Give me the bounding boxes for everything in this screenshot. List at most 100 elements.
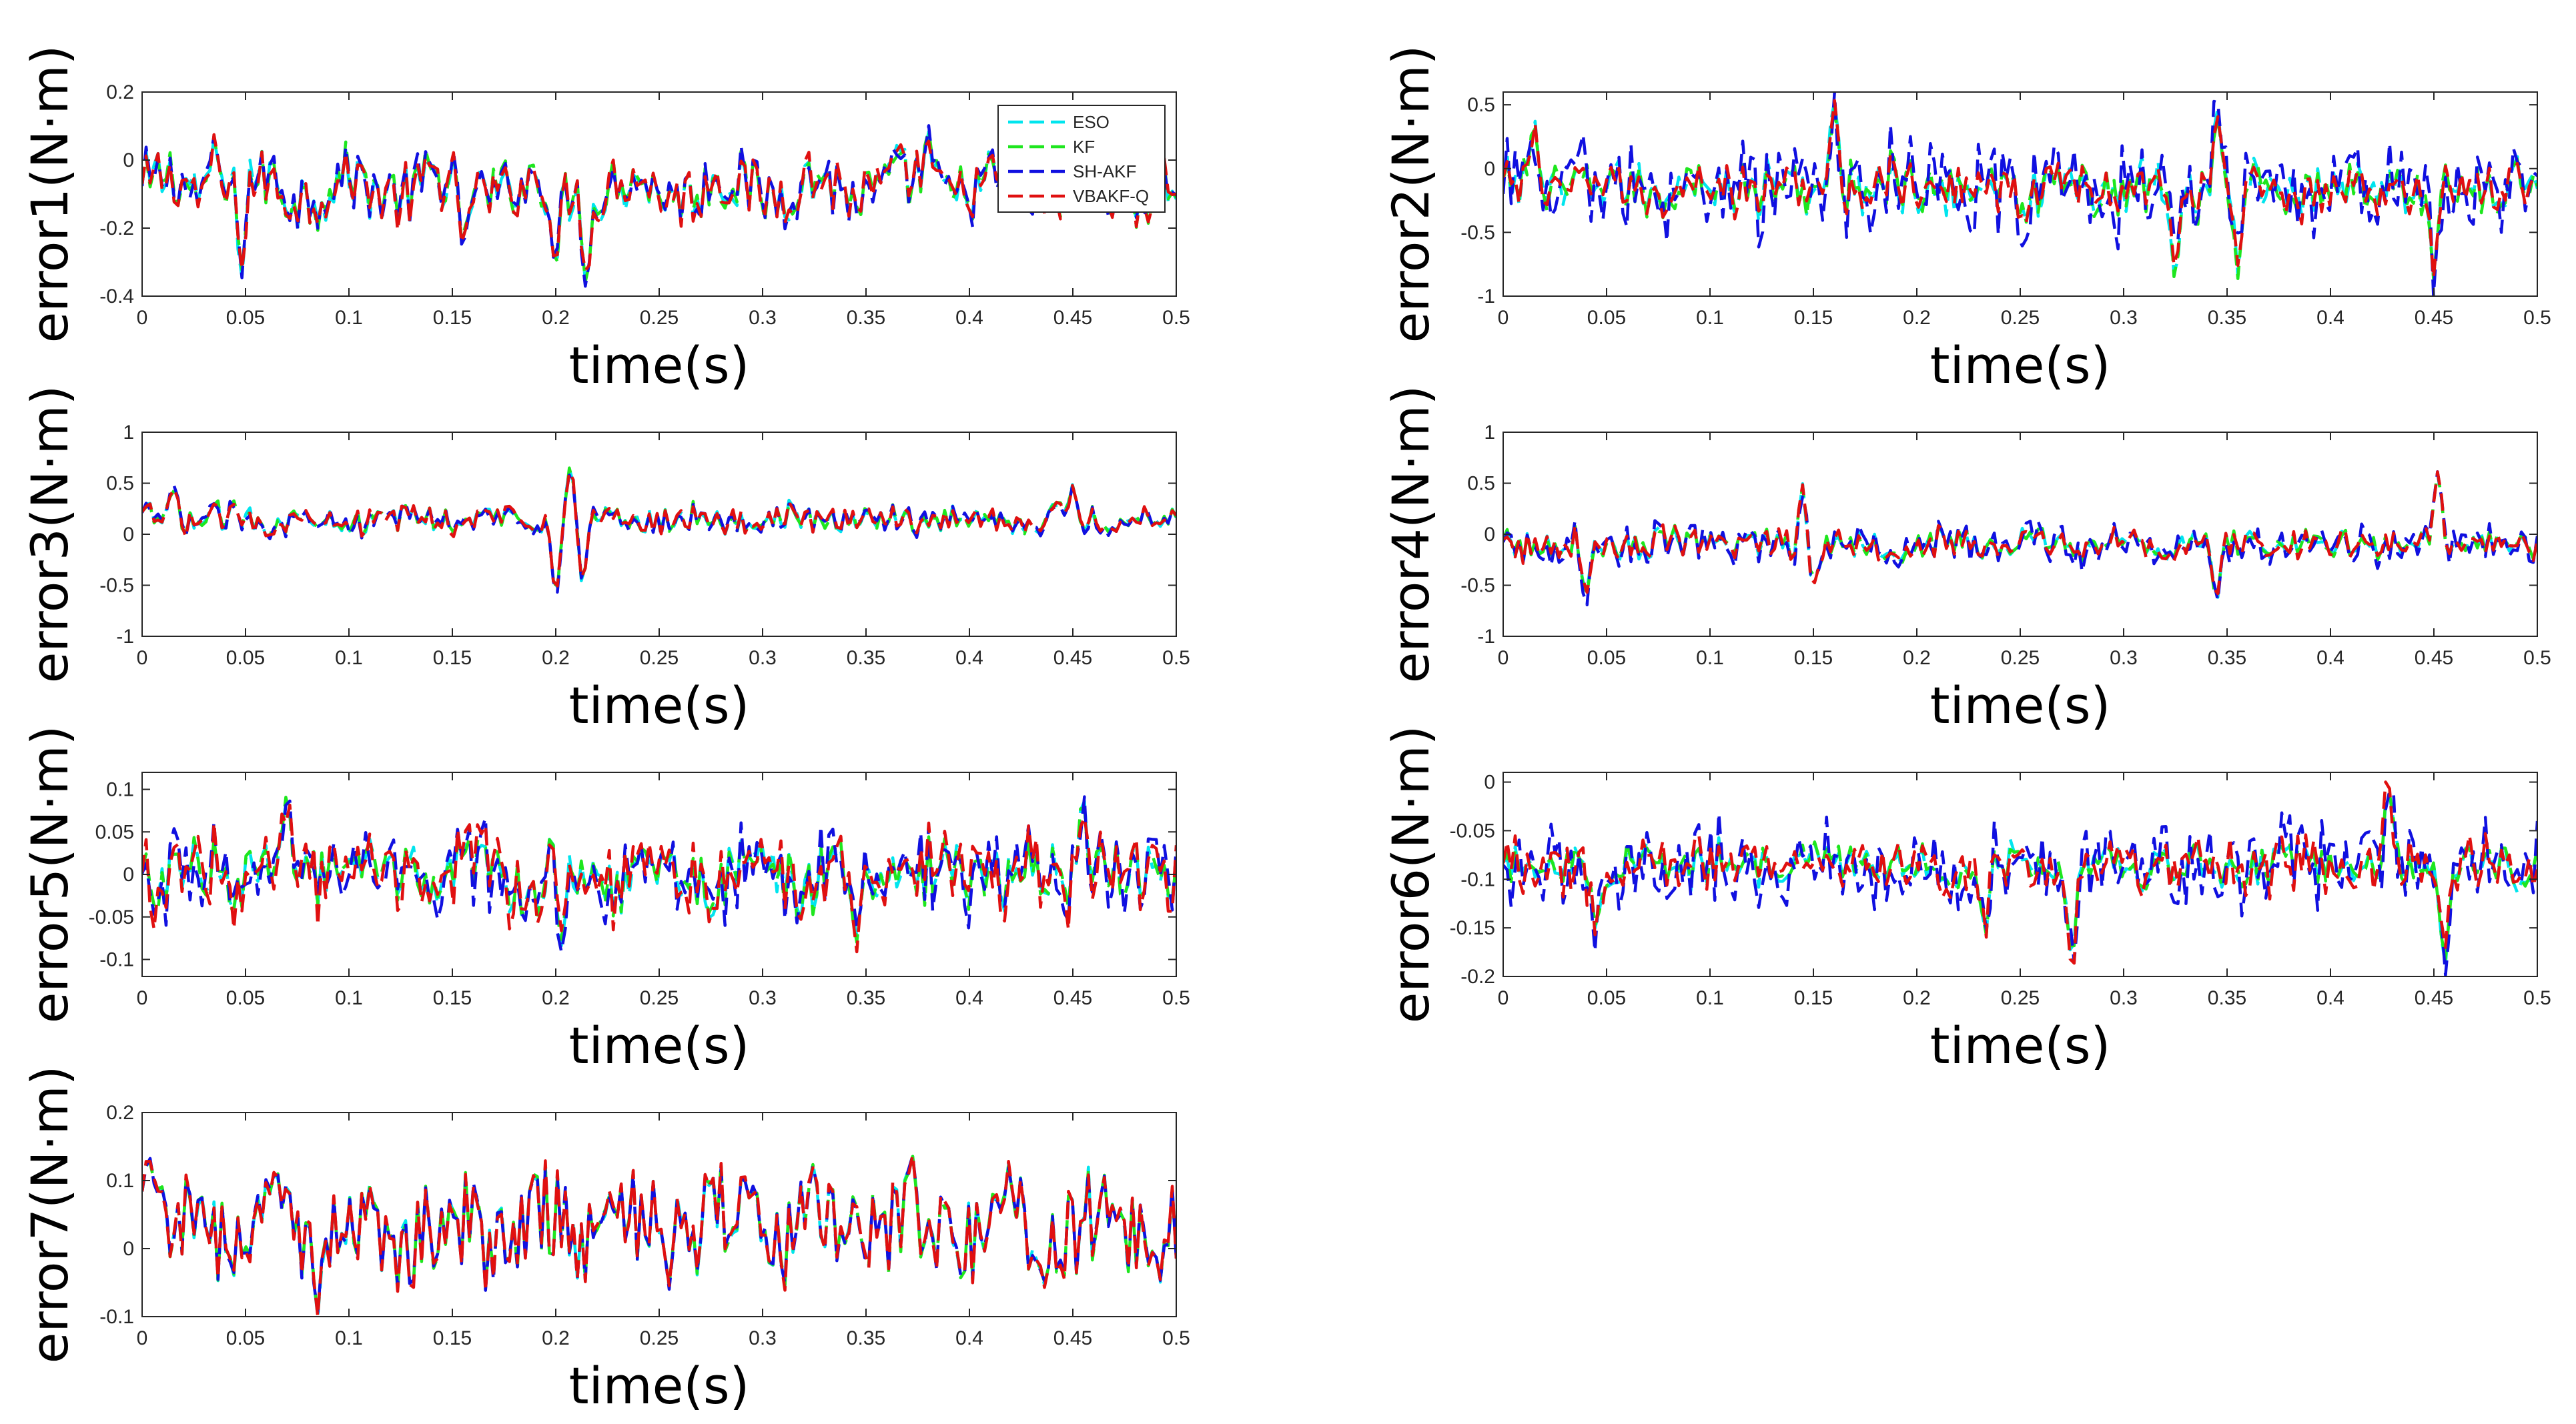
x-tick-label: 0.5 [1162, 987, 1190, 1009]
y-tick-label: -0.4 [99, 285, 134, 307]
series-line-vbakfq [1503, 470, 2537, 596]
x-tick-label: 0.05 [226, 1327, 265, 1349]
x-tick-label: 0.2 [542, 307, 570, 329]
x-tick-label: 0.35 [847, 987, 885, 1009]
y-tick-label: 0 [1484, 524, 1495, 546]
series-line-shakf [1503, 789, 2537, 976]
x-tick-label: 0.2 [1903, 987, 1931, 1009]
x-tick-label: 0 [1498, 987, 1509, 1009]
x-tick-label: 0.2 [542, 1327, 570, 1349]
x-tick-label: 0.5 [1162, 1327, 1190, 1349]
legend: ESO KF SH-AKF VBAKF-Q [997, 105, 1166, 213]
subplot-3: 0 0.05 0.1 0.15 0.2 0.25 0.3 0.35 0.4 0.45 0.5 1 0.5… [20, 386, 1190, 735]
x-tick-label: 0.15 [433, 307, 472, 329]
x-tick-label: 0.25 [640, 307, 679, 329]
legend-label-kf: KF [1073, 137, 1095, 157]
x-tick-label: 0.45 [1053, 987, 1092, 1009]
x-tick-label: 0.45 [1053, 307, 1092, 329]
x-tick-label: 0.4 [2316, 307, 2344, 329]
axes-box [141, 432, 1177, 637]
x-axis-label: time(s) [1930, 676, 2111, 735]
x-tick-label: 0.2 [1903, 647, 1931, 669]
x-tick-label: 0 [1498, 307, 1509, 329]
x-tick-label: 0.35 [2208, 647, 2246, 669]
x-tick-label: 0.3 [749, 647, 777, 669]
y-tick-label: 0 [123, 864, 134, 886]
x-tick-label: 0.25 [2001, 987, 2040, 1009]
series-line-vbakfq [1503, 99, 2537, 280]
y-tick-label: 0.5 [106, 473, 134, 495]
x-tick-label: 0.2 [1903, 307, 1931, 329]
x-tick-label: 0.35 [847, 647, 885, 669]
x-tick-label: 0 [137, 647, 148, 669]
x-tick-label: 0.25 [640, 1327, 679, 1349]
x-tick-label: 0.3 [2110, 987, 2138, 1009]
y-tick-label: 0.1 [106, 779, 134, 801]
x-tick-label: 0.05 [1587, 647, 1626, 669]
legend-box [997, 105, 1166, 213]
x-tick-label: 0.3 [749, 987, 777, 1009]
x-tick-label: 0.05 [226, 307, 265, 329]
series-line-shakf [142, 473, 1176, 594]
y-tick-label: -0.05 [89, 906, 134, 928]
y-tick-label: -1 [1477, 626, 1495, 648]
series-line-shakf [1503, 92, 2537, 296]
x-tick-label: 0.45 [1053, 647, 1092, 669]
y-tick-label: -0.05 [1450, 820, 1495, 842]
x-tick-label: 0.15 [1794, 647, 1833, 669]
y-tick-label: -0.5 [1460, 221, 1495, 243]
x-tick-label: 0.05 [226, 987, 265, 1009]
y-tick-label: 0 [1484, 158, 1495, 180]
y-tick-label: 1 [123, 422, 134, 444]
x-tick-label: 0.1 [335, 987, 363, 1009]
x-tick-label: 0.3 [749, 1327, 777, 1349]
x-tick-label: 0.4 [955, 987, 983, 1009]
y-tick-label: 0 [123, 524, 134, 546]
x-tick-label: 0.45 [2415, 647, 2453, 669]
x-tick-label: 0.4 [955, 1327, 983, 1349]
y-tick-label: -0.1 [99, 949, 134, 971]
y-axis-label: error2(N·m) [1381, 45, 1440, 343]
y-tick-label: 0.1 [106, 1170, 134, 1192]
x-tick-label: 0.1 [335, 647, 363, 669]
y-tick-label: 1 [1484, 422, 1495, 444]
series-line-vbakfq [142, 803, 1176, 954]
series-line-vbakfq [142, 470, 1176, 588]
x-tick-label: 0.45 [2415, 307, 2453, 329]
x-axis-label: time(s) [569, 676, 750, 735]
x-tick-label: 0.35 [847, 1327, 885, 1349]
x-tick-label: 0.5 [1162, 307, 1190, 329]
y-axis-label: error1(N·m) [20, 45, 79, 343]
x-tick-label: 0.25 [2001, 307, 2040, 329]
x-tick-label: 0.5 [1162, 647, 1190, 669]
x-tick-label: 0.5 [2523, 647, 2551, 669]
series-line-vbakfq [142, 1153, 1176, 1317]
x-tick-label: 0.15 [433, 1327, 472, 1349]
x-tick-label: 0.1 [335, 307, 363, 329]
y-tick-label: 0.5 [1467, 94, 1495, 116]
subplot-6: 0 0.05 0.1 0.15 0.2 0.25 0.3 0.35 0.4 0.45 0.50-0.… [1381, 726, 2551, 1075]
y-tick-label: -0.1 [1460, 868, 1495, 890]
y-tick-label: 0 [123, 1238, 134, 1260]
x-tick-label: 0.15 [433, 647, 472, 669]
x-axis-label: time(s) [569, 1356, 750, 1415]
x-tick-label: 0.35 [2208, 307, 2246, 329]
y-tick-label: 0 [1484, 772, 1495, 794]
x-tick-label: 0.15 [1794, 307, 1833, 329]
y-tick-label: -1 [1477, 285, 1495, 307]
series-line-vbakfq [1503, 780, 2537, 965]
x-tick-label: 0.3 [749, 307, 777, 329]
x-tick-label: 0.4 [2316, 647, 2344, 669]
x-tick-label: 0.4 [2316, 987, 2344, 1009]
y-tick-label: -1 [116, 626, 134, 648]
x-tick-label: 0.5 [2523, 987, 2551, 1009]
subplot-2: 0 0.05 0.1 0.15 0.2 0.25 0.3 0.35 0.4 0.45 0.5 0.5 0… [1381, 45, 2551, 395]
y-tick-label: -0.15 [1450, 917, 1495, 939]
x-tick-label: 0.15 [433, 987, 472, 1009]
y-tick-label: 0.5 [1467, 473, 1495, 495]
x-axis-label: time(s) [569, 335, 750, 395]
x-tick-label: 0 [1498, 647, 1509, 669]
x-tick-label: 0.05 [226, 647, 265, 669]
x-axis-label: time(s) [1930, 335, 2111, 395]
